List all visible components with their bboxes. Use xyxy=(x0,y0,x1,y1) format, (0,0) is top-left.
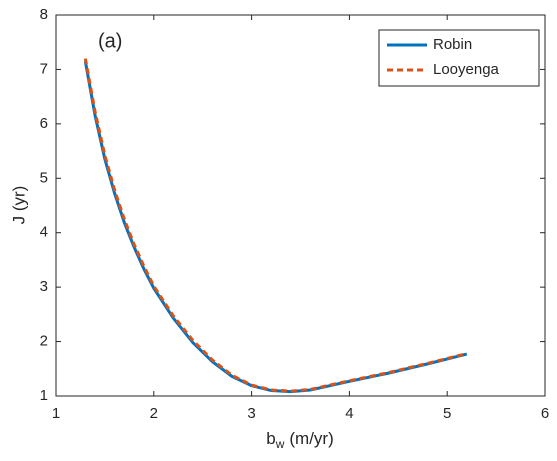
y-tick-label: 3 xyxy=(40,278,48,295)
legend-box xyxy=(378,29,540,87)
y-tick-label: 8 xyxy=(40,6,48,23)
legend-label: Looyenga xyxy=(433,61,500,78)
y-tick-label: 5 xyxy=(40,169,48,186)
annotation: (a) xyxy=(98,30,122,52)
x-tick-label: 2 xyxy=(150,405,158,422)
x-tick-label: 6 xyxy=(541,405,549,422)
x-label-base: b xyxy=(266,429,275,448)
legend-label: Robin xyxy=(433,36,472,53)
x-label-subscript: w xyxy=(275,437,285,451)
y-tick-label: 6 xyxy=(40,115,48,132)
y-tick-label: 7 xyxy=(40,60,48,77)
y-tick-label: 1 xyxy=(40,387,48,404)
x-axis-label: bw (m/yr) xyxy=(266,429,334,451)
x-tick-label: 5 xyxy=(443,405,451,422)
x-label-unit: (m/yr) xyxy=(289,429,333,448)
x-tick-label: 1 xyxy=(52,405,60,422)
x-tick-label: 3 xyxy=(247,405,255,422)
y-axis-label: J (yr) xyxy=(9,186,28,225)
y-tick-label: 2 xyxy=(40,333,48,350)
series-line xyxy=(83,58,468,393)
x-tick-label: 4 xyxy=(345,405,353,422)
y-tick-label: 4 xyxy=(40,224,48,241)
